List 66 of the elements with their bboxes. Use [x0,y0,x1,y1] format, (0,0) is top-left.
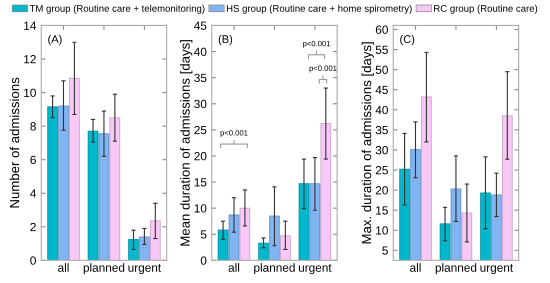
bar [320,123,332,260]
bar [47,106,58,260]
y-tick-label: 35 [376,126,388,134]
annotation: (B) [218,34,232,46]
y-tick-label: 40 [194,48,206,56]
y-tick-label: 45 [376,86,388,94]
bar [110,117,120,260]
y-axis-title: Number of admissions [10,78,20,208]
y-axis-title: Max. duration of admissions [days] [362,42,374,244]
y-tick-label: 14 [24,22,36,30]
y-tick-label: 45 [194,22,206,30]
legend-label: HS group (Routine care + home spirometry) [226,4,412,14]
bar [228,214,240,260]
y-tick-label: 10 [24,88,36,97]
y-tick-label: 25 [376,166,388,174]
y-axis-title: Mean duration of admissions [days] [180,40,192,246]
bar [150,220,161,260]
bar [269,216,280,260]
legend-label: TM group (Routine care + telemonitoring) [30,4,204,14]
y-tick-label: 60 [376,26,388,34]
y-tick-label: 50 [376,66,388,74]
bar [280,235,291,260]
x-tick-label: urgent [298,264,332,274]
x-tick-label: all [58,263,69,272]
bar [128,238,139,260]
bar [298,183,310,260]
y-tick-label: 35 [194,74,206,82]
y-tick-label: 55 [376,46,388,54]
bar [98,133,110,260]
y-tick-label: 0 [200,256,206,265]
y-tick-label: 5 [200,230,206,239]
y-tick-label: 20 [194,152,206,160]
y-tick-label: 5 [382,246,388,255]
x-tick-label: all [228,263,240,272]
y-tick-label: 15 [376,206,388,215]
x-tick-label: planned [84,263,124,274]
y-tick-label: 20 [376,186,388,194]
bar [310,183,320,260]
y-tick-label: 30 [194,100,206,108]
y-tick-label: 12 [24,55,36,64]
y-tick-label: 2 [30,222,36,232]
y-tick-label: 6 [30,156,36,164]
x-tick-label: planned [254,263,295,274]
y-tick-label: 8 [30,122,36,131]
x-tick-label: all [410,263,421,272]
bar [58,106,69,260]
x-tick-label: urgent [128,264,162,274]
annotation: (A) [48,34,62,46]
x-tick-label: urgent [480,264,514,274]
bar [240,208,250,260]
y-tick-label: 40 [376,106,388,114]
bar [139,236,150,260]
y-tick-label: 30 [376,146,388,154]
annotation: (C) [400,34,414,46]
bar [69,78,80,260]
y-tick-label: 25 [194,126,206,134]
y-tick-label: 0 [30,256,36,265]
legend-label: RC group (Routine care) [434,4,538,14]
y-tick-label: 4 [30,189,36,198]
bar [218,230,228,260]
bar [258,242,269,260]
y-tick-label: 10 [194,204,206,213]
x-tick-label: planned [436,263,476,274]
y-tick-label: 10 [376,226,388,235]
bar [88,130,98,260]
y-tick-label: 15 [194,178,206,186]
